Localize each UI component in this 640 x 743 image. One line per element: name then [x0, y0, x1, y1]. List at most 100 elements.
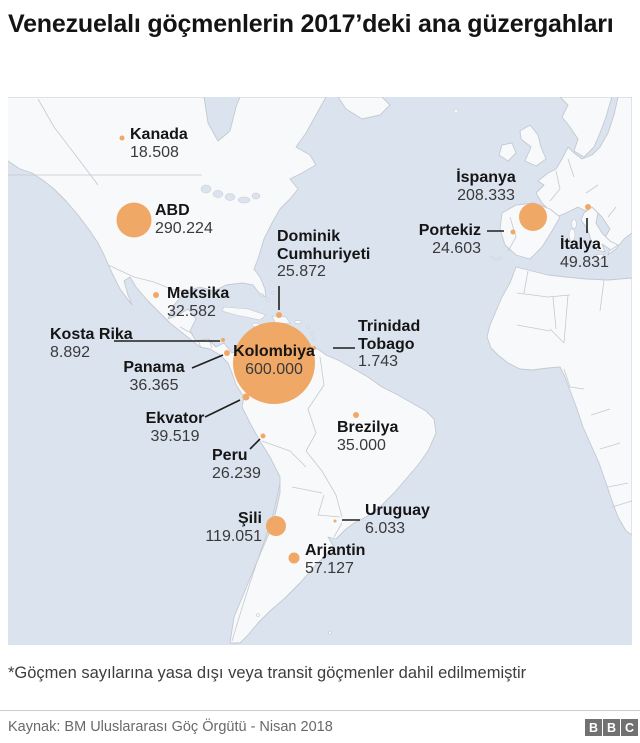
label-value-ispanya: 208.333 — [457, 186, 515, 204]
leader-line-panama — [191, 354, 224, 369]
landmass-italy — [580, 206, 619, 253]
label-value-sili: 119.051 — [205, 527, 262, 545]
bubble-kanada — [119, 135, 125, 141]
label-kanada: Kanada 18.508 — [130, 126, 188, 161]
label-value-trinidad-tobago: 1.743 — [358, 353, 399, 370]
great-lakes — [251, 192, 261, 200]
label-value-kanada: 18.508 — [130, 143, 179, 161]
great-lakes — [200, 184, 212, 194]
label-ekvator: Ekvator 39.519 — [146, 410, 205, 445]
island-falkland — [256, 613, 260, 617]
label-name-abd: ABD — [155, 202, 190, 219]
label-name-uruguay: Uruguay — [365, 502, 430, 519]
label-value-dominik-cumhuriyeti: 25.872 — [277, 263, 326, 280]
footnote: *Göçmen sayılarına yasa dışı veya transi… — [8, 664, 527, 682]
label-name-trinidad-tobago: Trinidad — [358, 318, 421, 335]
bubble-brezilya — [353, 412, 359, 418]
label-value-ekvator: 39.519 — [150, 427, 200, 445]
label-portekiz: Portekiz 24.603 — [419, 222, 481, 257]
island-canary — [490, 255, 494, 259]
island-sicily — [595, 253, 605, 261]
island-iceland — [453, 108, 459, 114]
label-name-dominik-cumhuriyeti: Cumhuriyeti — [277, 245, 371, 263]
label-name-portekiz: Portekiz — [418, 222, 481, 239]
bubble-trinidad-tobago — [312, 346, 316, 350]
label-name-kanada: Kanada — [130, 126, 188, 143]
infographic-title: Venezuelalı göçmenlerin 2017’deki ana gü… — [8, 10, 614, 38]
label-value-kosta-rika: 8.892 — [50, 343, 91, 361]
bubble-portekiz — [510, 229, 516, 235]
label-name-sili: Şili — [237, 510, 262, 527]
landmass-greenland — [337, 97, 391, 120]
bbc-logo-letter: B — [585, 719, 602, 736]
island-antilles — [306, 325, 310, 329]
label-name-trinidad-tobago: Tobago — [358, 335, 415, 353]
label-italya: İtalya 49.831 — [560, 236, 609, 271]
label-sili: Şili 119.051 — [205, 510, 262, 545]
bubble-panama — [224, 350, 230, 356]
island-bahamas — [271, 291, 275, 295]
island-bahamas — [266, 298, 270, 302]
island-puerto-rico — [294, 320, 302, 325]
map-canvas — [8, 97, 632, 644]
bubble-ispanya — [519, 203, 547, 231]
label-name-italya: İtalya — [560, 236, 601, 253]
bubble-layer — [114, 135, 591, 564]
bubble-peru — [260, 433, 266, 439]
label-arjantin: Arjantin 57.127 — [305, 542, 365, 577]
great-lakes — [237, 196, 251, 204]
bubble-arjantin — [288, 552, 300, 564]
bbc-logo-letter: C — [621, 719, 638, 736]
label-name-panama: Panama — [123, 359, 185, 376]
bubble-kosta-rika — [221, 338, 225, 342]
bubble-sili — [266, 516, 286, 536]
label-name-kolombiya: Kolombiya — [233, 343, 315, 360]
island-antilles — [310, 331, 314, 335]
label-uruguay: Uruguay 6.033 — [365, 502, 430, 537]
label-name-arjantin: Arjantin — [305, 542, 366, 559]
island-corsica — [571, 219, 577, 229]
label-layer: Kanada 18.508 ABD 290.224 Meksika 32.582 Kosta… — [8, 97, 632, 645]
label-name-ekvator: Ekvator — [145, 410, 205, 427]
label-name-peru: Peru — [212, 447, 248, 464]
world-map: Kanada 18.508 ABD 290.224 Meksika 32.582 Kosta… — [8, 97, 632, 645]
label-name-dominik-cumhuriyeti: Dominik — [277, 228, 341, 245]
label-brezilya: Brezilya 35.000 — [337, 419, 398, 454]
label-value-panama: 36.365 — [129, 376, 179, 394]
island-canary — [498, 256, 502, 260]
label-value-abd: 290.224 — [155, 219, 213, 237]
source-line: Kaynak: BM Uluslararası Göç Örgütü - Nis… — [8, 719, 333, 735]
island-falkland — [328, 631, 332, 635]
bbc-logo: B B C — [585, 719, 638, 736]
label-kolombiya: Kolombiya 600.000 — [233, 343, 315, 378]
label-value-italya: 49.831 — [560, 253, 609, 271]
island-antilles — [312, 337, 316, 341]
country-borders — [8, 98, 632, 642]
bubble-uruguay — [333, 519, 337, 523]
landmasses — [8, 97, 632, 644]
label-peru: Peru 26.239 — [212, 447, 261, 482]
landmass-uk — [519, 124, 547, 167]
label-value-peru: 26.239 — [212, 464, 261, 482]
label-value-arjantin: 57.127 — [305, 559, 354, 577]
great-lakes — [224, 193, 236, 201]
bubble-ekvator — [242, 393, 250, 401]
label-value-portekiz: 24.603 — [432, 239, 481, 257]
bubble-italya — [585, 204, 591, 210]
bbc-logo-letter: B — [603, 719, 620, 736]
label-abd: ABD 290.224 — [155, 202, 213, 237]
leader-line-ekvator — [204, 399, 241, 418]
footer-divider — [0, 710, 640, 711]
great-lakes — [212, 190, 224, 198]
label-name-kosta-rika: Kosta Rika — [50, 326, 133, 343]
leader-line-peru — [249, 438, 261, 450]
island-sardinia — [568, 228, 576, 242]
label-value-uruguay: 6.033 — [365, 519, 406, 537]
label-meksika: Meksika 32.582 — [167, 285, 229, 320]
label-name-brezilya: Brezilya — [337, 419, 399, 436]
label-name-meksika: Meksika — [167, 285, 230, 302]
bubble-meksika — [153, 292, 159, 298]
label-value-kolombiya: 600.000 — [245, 360, 303, 378]
landmass-americas — [8, 97, 437, 644]
label-name-ispanya: İspanya — [456, 169, 516, 186]
